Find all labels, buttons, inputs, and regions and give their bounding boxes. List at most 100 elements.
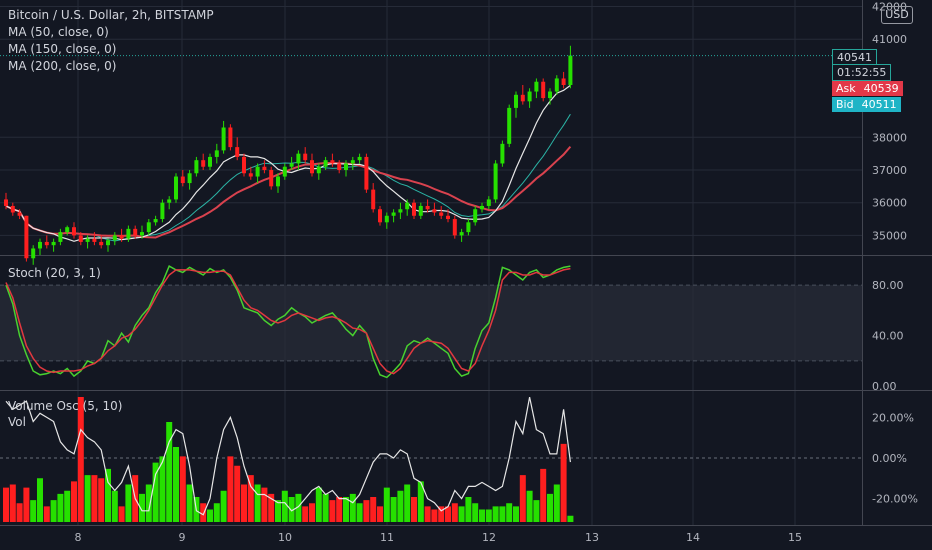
candle-body	[486, 199, 491, 206]
volume-bar	[3, 487, 9, 522]
candle-body	[235, 147, 240, 157]
volume-bar	[560, 443, 567, 522]
candle-body	[228, 127, 233, 148]
candle-body	[4, 199, 8, 206]
candle-body	[133, 228, 138, 236]
candle-body	[520, 94, 525, 102]
countdown-tag: 01:52:55	[832, 64, 892, 81]
candle-body	[119, 235, 124, 239]
volume-bar	[485, 509, 492, 522]
volume-bar	[356, 503, 363, 522]
candle-body	[561, 78, 566, 85]
candle-body	[500, 143, 505, 164]
volume-bar	[288, 497, 295, 522]
volume-bar	[213, 503, 220, 522]
volume-bar	[302, 506, 309, 522]
stoch-tick-label: 40.00	[872, 330, 904, 343]
volume-bar	[186, 484, 193, 522]
candle-body	[446, 215, 450, 220]
volume-bar	[383, 487, 390, 522]
volume-bar	[567, 515, 574, 522]
volume-bar	[349, 493, 356, 522]
volume-bar	[105, 468, 111, 522]
volume-bar	[431, 509, 438, 522]
volume-bar	[37, 478, 43, 522]
volume-bar	[139, 493, 145, 522]
volume-bar	[377, 506, 383, 522]
volume-bar	[438, 506, 445, 522]
stoch-label: Stoch (20, 3, 1)	[8, 266, 101, 280]
candle-body	[384, 215, 389, 223]
volume-bar	[458, 506, 465, 522]
candle-body	[412, 202, 416, 216]
candle-body	[398, 209, 403, 213]
candle-body	[296, 153, 301, 164]
candle-body	[10, 205, 15, 213]
candle-body	[208, 156, 212, 167]
ma200-label: MA (200, close, 0)	[8, 59, 117, 73]
osc-tick-label: 0.00%	[872, 452, 907, 465]
candle-body	[316, 166, 321, 174]
candle-body	[146, 222, 151, 233]
price-tick-label: 35000	[872, 229, 907, 242]
currency-button[interactable]: USD	[881, 6, 913, 24]
volume-bar	[506, 503, 513, 522]
candle-body	[439, 212, 444, 216]
candle-body	[527, 91, 532, 102]
volume-bar	[417, 481, 424, 522]
candle-body	[344, 163, 348, 170]
candle-body	[85, 238, 90, 242]
last-price-value: 40541	[837, 51, 872, 64]
price-tick-label: 36000	[872, 197, 907, 210]
volume-bar	[336, 497, 343, 522]
volume-bar	[173, 447, 179, 522]
candle-body	[78, 235, 83, 242]
candle-body	[303, 153, 308, 161]
candle-body	[221, 127, 226, 151]
candle-body	[180, 176, 185, 184]
osc-tick-label: 20.00%	[872, 411, 914, 424]
candle-body	[493, 163, 498, 200]
volume-bar	[553, 484, 560, 522]
volume-bar	[91, 475, 98, 522]
x-tick-label: 10	[278, 531, 292, 544]
candle-body	[514, 94, 518, 108]
volume-bar	[547, 493, 553, 522]
ma150-line	[5, 113, 571, 242]
stoch-tick-label: 0.00	[872, 380, 897, 393]
volume-bar	[16, 503, 23, 522]
candle-body	[391, 212, 396, 216]
stoch-band	[0, 285, 862, 361]
volume-bar	[519, 475, 526, 522]
candle-body	[282, 166, 287, 177]
volume-bar	[526, 490, 533, 522]
volume-bar	[64, 490, 71, 522]
candle-body	[452, 219, 457, 236]
candle-body	[248, 173, 253, 177]
candle-body	[17, 212, 22, 216]
candle-body	[323, 160, 328, 167]
volume-bar	[499, 506, 506, 522]
volume-bar	[84, 475, 91, 522]
volume-bar	[227, 456, 234, 522]
candle-body	[534, 81, 539, 92]
x-tick-label: 9	[179, 531, 186, 544]
volume-bar	[451, 503, 458, 522]
candle-body	[31, 248, 36, 259]
price-tick-label: 38000	[872, 131, 907, 144]
volume-bar	[125, 484, 132, 522]
volume-bar	[152, 462, 159, 522]
volume-bar	[166, 422, 173, 522]
volume-bar	[98, 478, 105, 522]
candle-body	[276, 176, 280, 187]
volume-bar	[445, 506, 451, 522]
volume-bar	[30, 500, 37, 522]
candle-body	[126, 228, 131, 239]
ask-tag: Ask 40539	[832, 81, 903, 96]
candle-body	[364, 156, 369, 190]
candle-body	[350, 160, 355, 164]
candle-body	[466, 222, 471, 233]
volume-bar	[472, 503, 479, 522]
